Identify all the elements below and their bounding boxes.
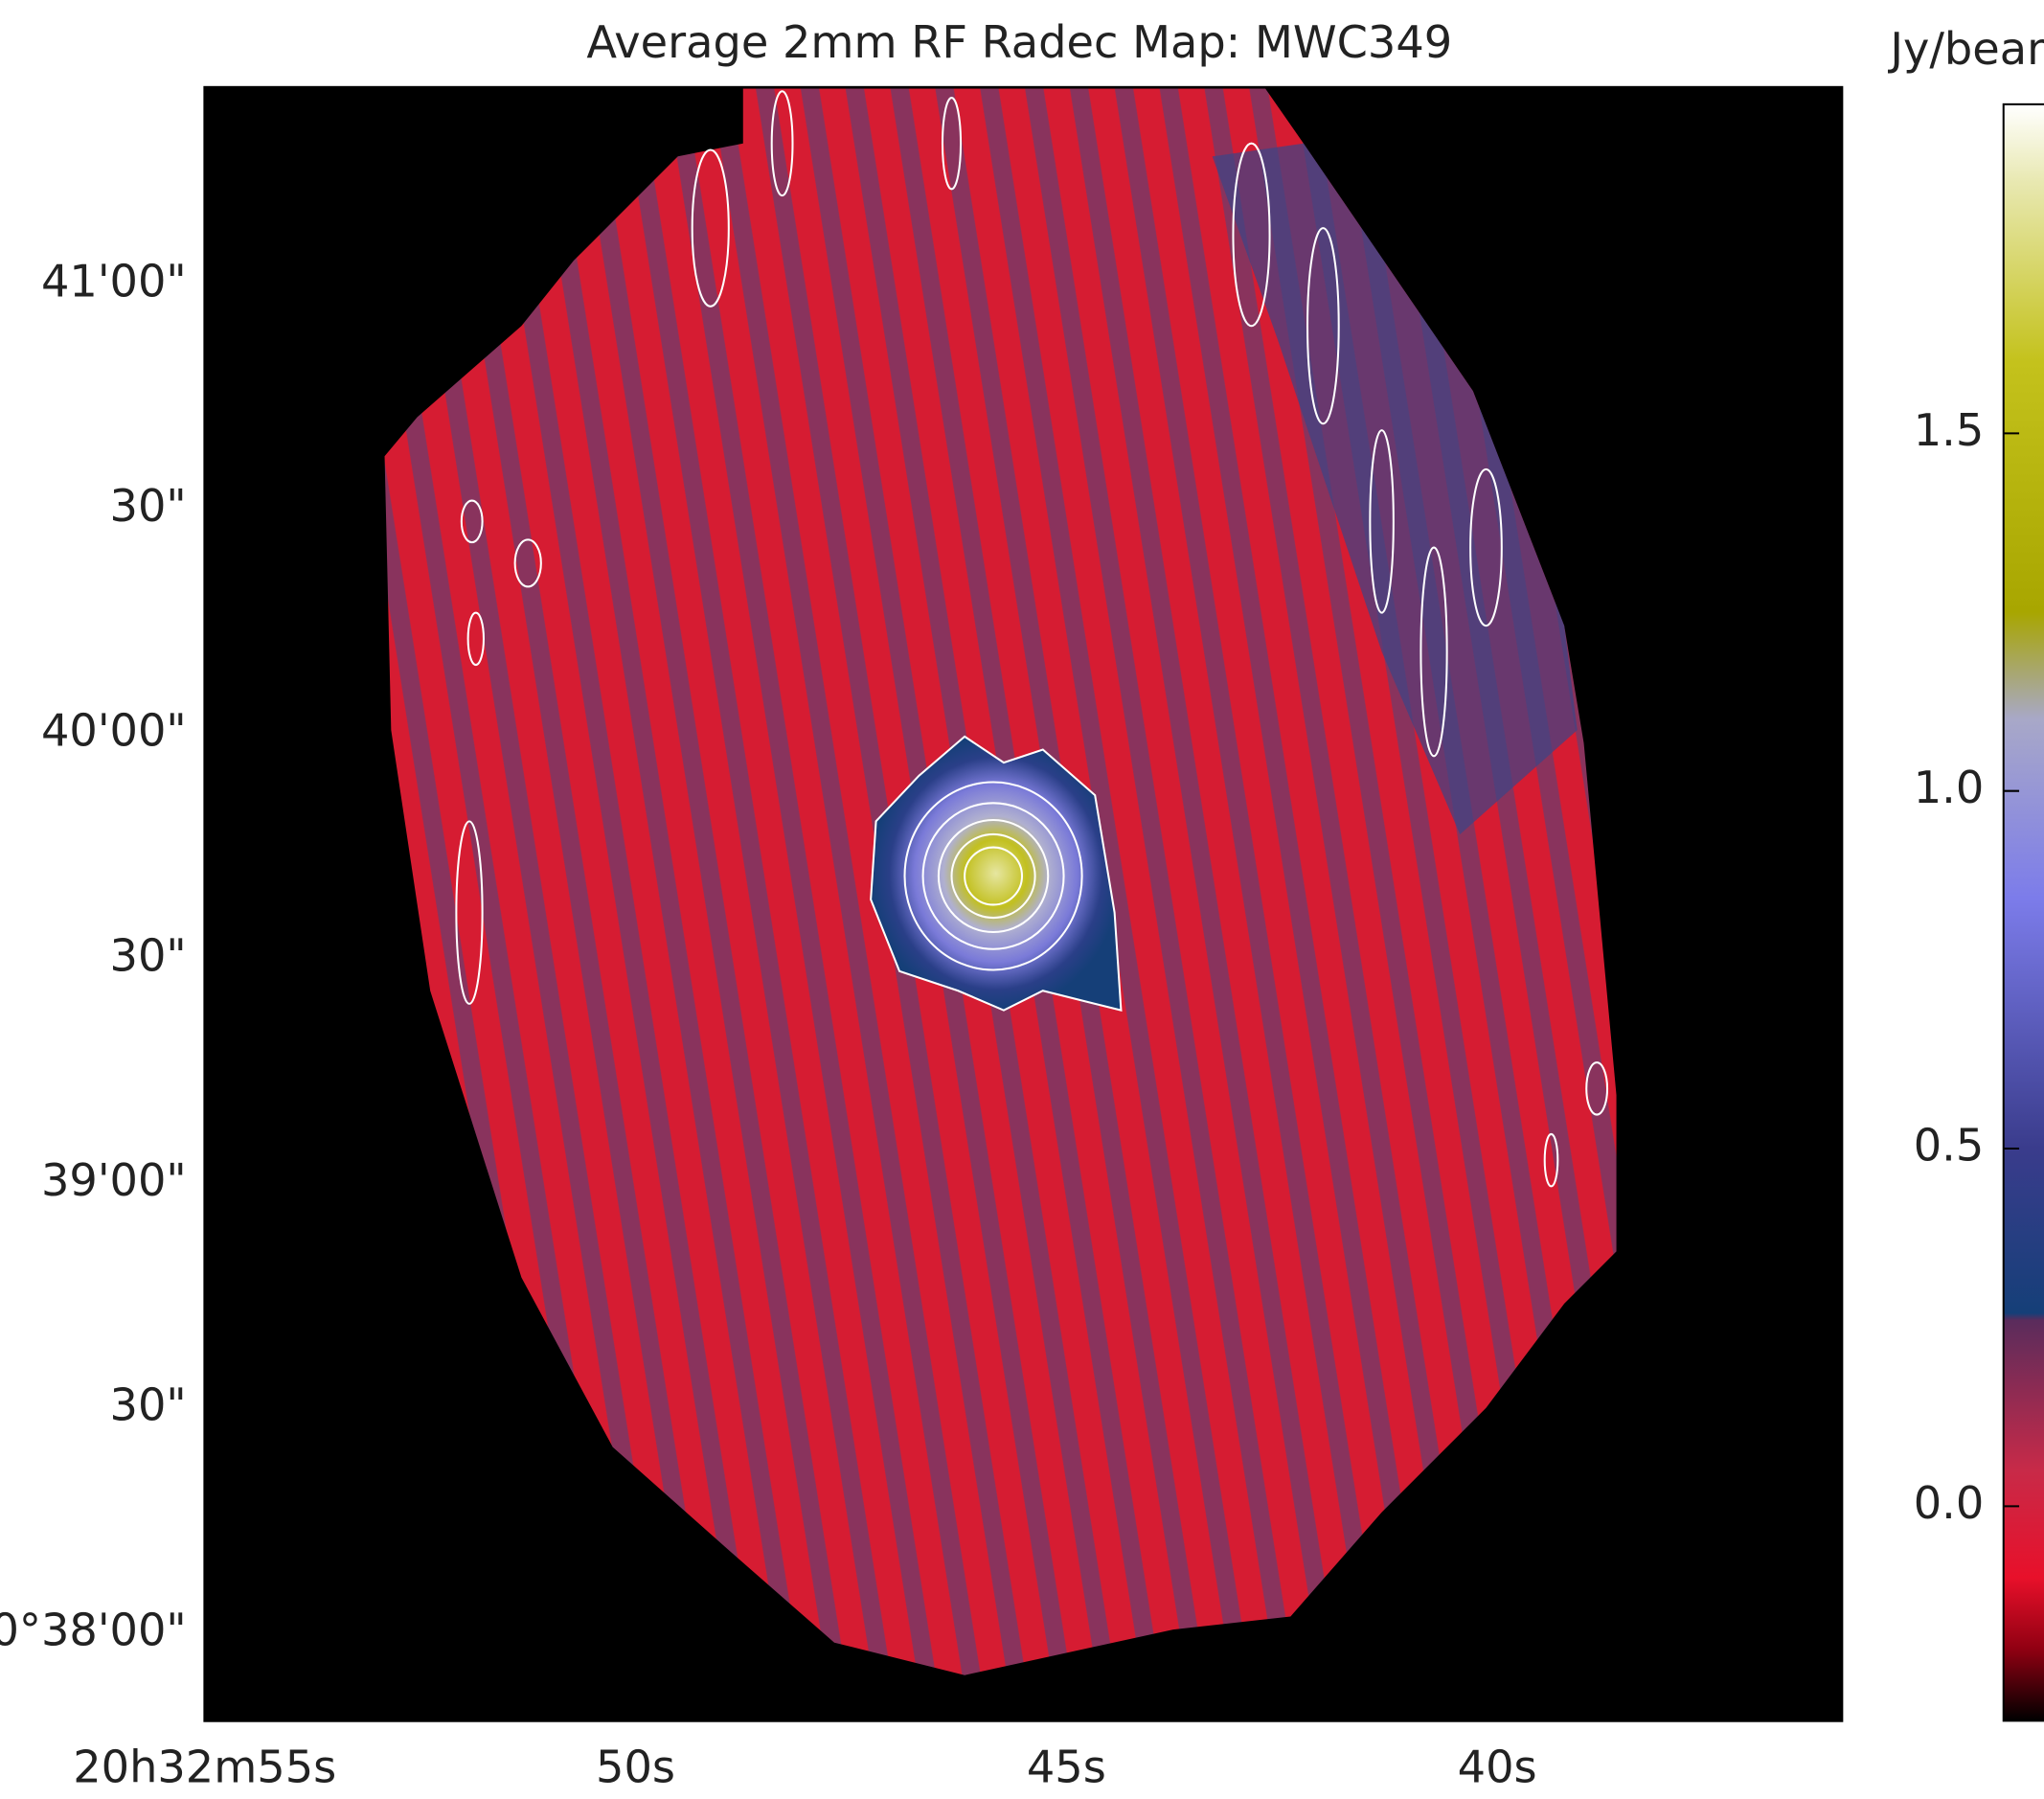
map bbox=[204, 87, 1842, 1721]
plot-frame bbox=[203, 85, 1844, 1722]
colorbar-label: Jy/beam bbox=[1887, 23, 2044, 75]
y-tick-label: 30" bbox=[110, 929, 187, 981]
x-tick-label: 20h32m55s bbox=[73, 1742, 336, 1793]
y-tick-label: 40'00" bbox=[41, 705, 187, 757]
colorbar-tick-label: 0.0 bbox=[1914, 1477, 1985, 1529]
y-tick-label: 39'00" bbox=[41, 1154, 187, 1206]
colorbar-tick-label: 0.5 bbox=[1914, 1120, 1985, 1172]
colorbar-tick-label: 1.5 bbox=[1914, 404, 1985, 456]
y-tick-label: 30" bbox=[110, 480, 187, 532]
y-tick-label: 41'00" bbox=[41, 255, 187, 307]
colorbar bbox=[2002, 102, 2044, 1722]
map-source bbox=[871, 736, 1122, 1011]
x-tick-label: 45s bbox=[1027, 1742, 1106, 1793]
chart-title: Average 2mm RF Radec Map: MWC349 bbox=[586, 16, 1452, 68]
colorbar-tick-label: 1.0 bbox=[1914, 762, 1985, 813]
x-tick-label: 40s bbox=[1458, 1742, 1537, 1793]
map-edge-blue bbox=[1212, 143, 1578, 834]
y-tick-label: 30" bbox=[110, 1379, 187, 1431]
y-tick-label: 40°38'00" bbox=[0, 1604, 187, 1655]
contours bbox=[455, 90, 1609, 1188]
x-tick-label: 50s bbox=[596, 1742, 675, 1793]
